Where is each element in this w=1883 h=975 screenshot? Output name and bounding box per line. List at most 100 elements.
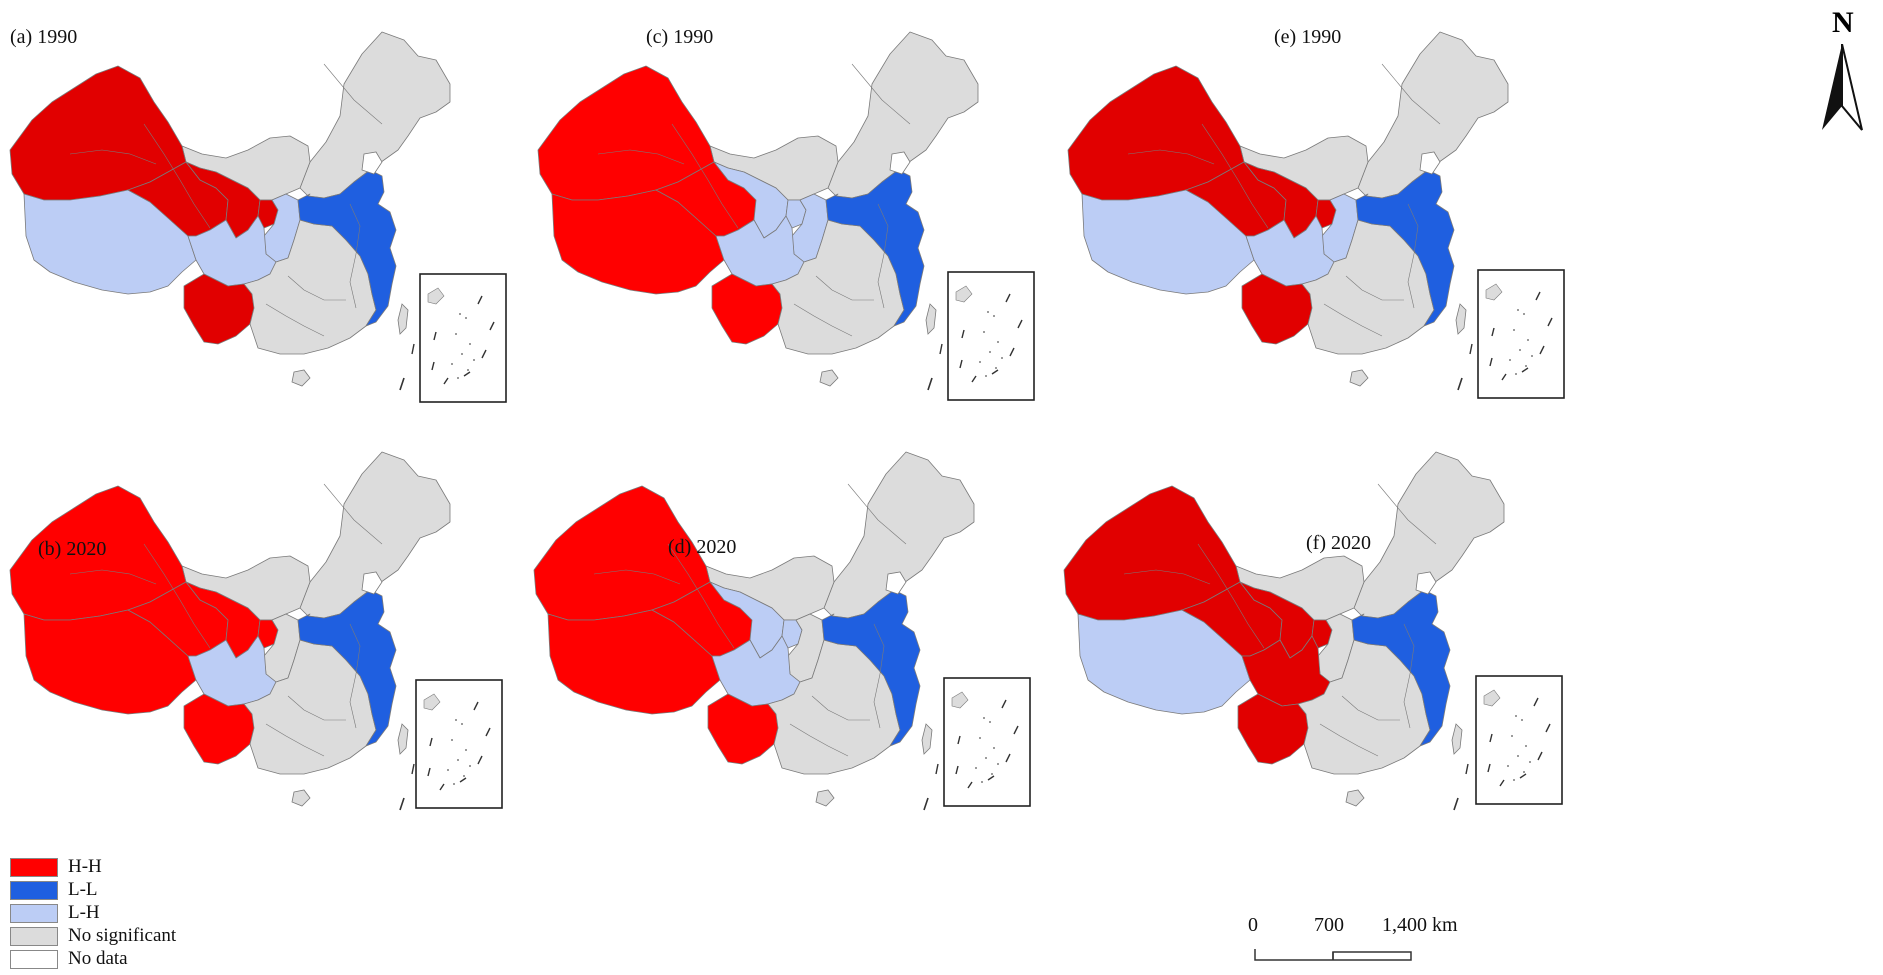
island-marker bbox=[411, 343, 415, 355]
bohai-sea bbox=[1419, 151, 1441, 175]
nine-dash-line-segment bbox=[489, 321, 495, 331]
province-boundary-5 bbox=[1323, 303, 1383, 337]
scale-label-1400: 1,400 km bbox=[1382, 914, 1458, 936]
inset-island bbox=[997, 341, 999, 343]
region-yunnan bbox=[707, 693, 779, 765]
map-panel-3 bbox=[9, 451, 451, 811]
scale-label-0: 0 bbox=[1248, 914, 1258, 936]
nine-dash-line-segment bbox=[1533, 697, 1539, 707]
nine-dash-line-segment bbox=[485, 727, 491, 737]
scale-label-700: 700 bbox=[1314, 914, 1344, 936]
inset-island bbox=[991, 773, 993, 775]
nine-dash-line-segment bbox=[1013, 725, 1019, 735]
inset-island bbox=[1001, 357, 1003, 359]
nine-dash-line-segment bbox=[1009, 347, 1015, 357]
province-boundary-1 bbox=[69, 149, 157, 165]
province-boundary-3 bbox=[349, 623, 361, 729]
region-tibet bbox=[23, 189, 197, 295]
inset-island bbox=[461, 723, 463, 725]
province-boundary-4 bbox=[1345, 275, 1404, 301]
inset-island bbox=[995, 367, 997, 369]
inset-land bbox=[427, 287, 445, 305]
inset-island bbox=[467, 369, 469, 371]
island-marker bbox=[939, 343, 943, 355]
inset-island bbox=[469, 765, 471, 767]
inset-island bbox=[1523, 313, 1525, 315]
nine-dash-line-segment bbox=[1489, 357, 1493, 367]
panel-label-d: (d) 2020 bbox=[668, 536, 737, 558]
region-hainan bbox=[819, 369, 839, 387]
panel-label-b: (b) 2020 bbox=[38, 538, 107, 560]
inset-island bbox=[1517, 755, 1519, 757]
nine-dash-line-segment bbox=[1501, 373, 1507, 381]
nine-dash-line-segment bbox=[427, 767, 431, 777]
inset-island bbox=[993, 315, 995, 317]
province-boundary-0 bbox=[667, 543, 735, 649]
nine-dash-line-segment bbox=[477, 755, 483, 765]
south-china-sea-inset-1 bbox=[947, 271, 1035, 401]
inset-island bbox=[1513, 779, 1515, 781]
inset-land bbox=[423, 693, 441, 711]
nine-dash-line-segment bbox=[473, 701, 479, 711]
inset-island bbox=[1531, 355, 1533, 357]
nine-dash-line-segment bbox=[439, 783, 445, 791]
region-taiwan bbox=[397, 723, 409, 755]
region-tibet bbox=[1081, 189, 1255, 295]
inset-island bbox=[463, 775, 465, 777]
province-boundary-5 bbox=[793, 303, 853, 337]
region-tibet bbox=[23, 609, 197, 715]
inset-island bbox=[1513, 329, 1515, 331]
province-boundary-5 bbox=[1319, 723, 1379, 757]
province-boundary-0 bbox=[1197, 543, 1265, 649]
inset-island bbox=[975, 767, 977, 769]
inset-island bbox=[457, 377, 459, 379]
nine-dash-line-segment bbox=[971, 375, 977, 383]
region-tibet bbox=[551, 189, 725, 295]
nine-dash-line-segment bbox=[1535, 291, 1541, 301]
province-boundary-0 bbox=[143, 123, 211, 229]
inset-land bbox=[1485, 283, 1503, 301]
legend-swatch-lh bbox=[10, 904, 58, 923]
nine-dash-line-segment bbox=[1539, 345, 1545, 355]
region-hainan bbox=[291, 789, 311, 807]
inset-island bbox=[983, 717, 985, 719]
inset-island bbox=[469, 343, 471, 345]
region-hainan bbox=[1349, 369, 1369, 387]
province-boundary-1 bbox=[593, 569, 681, 585]
nine-dash-line-segment bbox=[957, 735, 961, 745]
province-boundary-5 bbox=[265, 723, 325, 757]
island-marker bbox=[1465, 763, 1469, 775]
legend-label-no-data: No data bbox=[68, 948, 128, 969]
nine-dash-line-segment bbox=[1001, 699, 1007, 709]
province-boundary-3 bbox=[877, 203, 889, 309]
bohai-sea bbox=[361, 571, 383, 595]
region-taiwan bbox=[397, 303, 409, 335]
inset-island bbox=[979, 737, 981, 739]
province-boundary-1 bbox=[69, 569, 157, 585]
nine-dash-line-segment bbox=[463, 371, 471, 377]
scale-bar-line bbox=[1254, 949, 1412, 961]
region-yunnan bbox=[711, 273, 783, 345]
nine-dash-line-segment bbox=[429, 737, 433, 747]
bohai-sea bbox=[889, 151, 911, 175]
region-yunnan bbox=[183, 693, 255, 765]
province-boundary-2 bbox=[323, 483, 383, 545]
nine-dash-line-segment bbox=[967, 781, 973, 789]
region-tibet bbox=[547, 609, 721, 715]
inset-island bbox=[981, 781, 983, 783]
inset-island bbox=[1523, 771, 1525, 773]
inset-island bbox=[1517, 309, 1519, 311]
south-china-sea-inset-3 bbox=[415, 679, 503, 809]
province-boundary-0 bbox=[671, 123, 739, 229]
region-taiwan bbox=[1455, 303, 1467, 335]
nine-dash-line-segment bbox=[1547, 317, 1553, 327]
map-panel-1 bbox=[537, 31, 979, 391]
province-boundary-2 bbox=[1377, 483, 1437, 545]
inset-island bbox=[455, 719, 457, 721]
bohai-sea bbox=[1415, 571, 1437, 595]
map-panel-4 bbox=[533, 451, 975, 811]
inset-island bbox=[1511, 735, 1513, 737]
south-china-sea-inset-0 bbox=[419, 273, 507, 403]
panel-label-c: (c) 1990 bbox=[646, 26, 714, 48]
nine-dash-line-segment bbox=[477, 295, 483, 305]
